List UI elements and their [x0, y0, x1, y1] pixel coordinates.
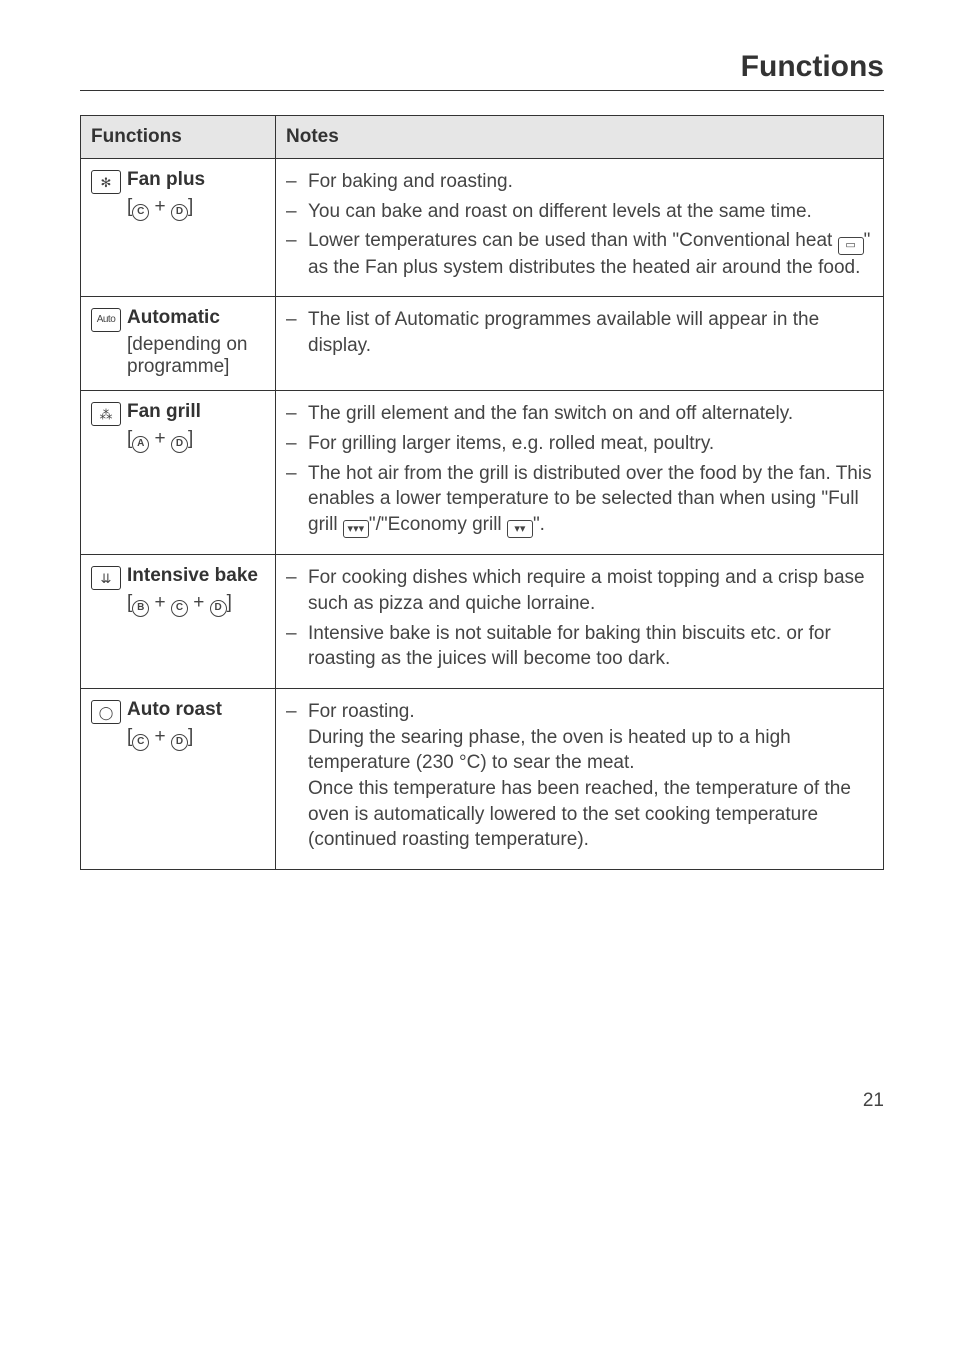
notes-list: –The grill element and the fan switch on… [286, 401, 873, 538]
function-name: Fan plus [127, 169, 205, 191]
table-row: ◯Auto roast[C + D]–For roasting.During t… [81, 689, 884, 870]
dash-icon: – [286, 621, 300, 672]
note-text: The list of Automatic programmes availab… [308, 307, 873, 358]
function-cell: Auto Automatic [depending on programme] [81, 297, 276, 391]
dash-icon: – [286, 461, 300, 539]
note-text: For baking and roasting. [308, 169, 873, 195]
circled-letter: B [132, 600, 149, 617]
note-item: –For roasting.During the searing phase, … [286, 699, 873, 853]
function-icon: ⁂ [91, 402, 121, 426]
notes-list: –The list of Automatic programmes availa… [286, 307, 873, 358]
dash-icon: – [286, 401, 300, 427]
note-text: Lower temperatures can be used than with… [308, 228, 873, 280]
notes-cell: –For baking and roasting.–You can bake a… [276, 159, 884, 297]
inline-mode-icon: ▭ [838, 237, 864, 255]
note-text: The grill element and the fan switch on … [308, 401, 873, 427]
function-sub: [C + D] [127, 726, 265, 751]
circled-letter: D [171, 734, 188, 751]
notes-cell: –For cooking dishes which require a mois… [276, 555, 884, 689]
note-item: –The grill element and the fan switch on… [286, 401, 873, 427]
inline-mode-icon: ▾▾▾ [343, 520, 369, 538]
table-row: ⇊Intensive bake[B + C + D]–For cooking d… [81, 555, 884, 689]
function-icon: Auto [91, 308, 121, 332]
note-text: Intensive bake is not suitable for bakin… [308, 621, 873, 672]
circled-letter: A [132, 436, 149, 453]
table-row: AutoAutomatic[depending on programme]–Th… [81, 297, 884, 391]
notes-cell: –For roasting.During the searing phase, … [276, 689, 884, 870]
page-number: 21 [80, 1090, 884, 1112]
dash-icon: – [286, 228, 300, 280]
dash-icon: – [286, 565, 300, 616]
table-row: ✻Fan plus[C + D]–For baking and roasting… [81, 159, 884, 297]
note-item: –For grilling larger items, e.g. rolled … [286, 431, 873, 457]
function-head: ⇊ Intensive bake [91, 565, 265, 590]
function-cell: ⁂ Fan grill [A + D] [81, 391, 276, 555]
circled-letter: C [132, 204, 149, 221]
note-item: –Lower temperatures can be used than wit… [286, 228, 873, 280]
note-item: –For baking and roasting. [286, 169, 873, 195]
note-item: –The hot air from the grill is distribut… [286, 461, 873, 539]
dash-icon: – [286, 699, 300, 853]
function-cell: ⇊ Intensive bake [B + C + D] [81, 555, 276, 689]
function-name: Automatic [127, 307, 220, 329]
page-title: Functions [80, 50, 884, 84]
function-cell: ◯ Auto roast [C + D] [81, 689, 276, 870]
function-cell: ✻ Fan plus [C + D] [81, 159, 276, 297]
circled-letter: C [132, 734, 149, 751]
circled-letter: C [171, 600, 188, 617]
dash-icon: – [286, 169, 300, 195]
col-header-notes: Notes [276, 116, 884, 159]
note-text: For roasting.During the searing phase, t… [308, 699, 873, 853]
function-sub: [A + D] [127, 428, 265, 453]
function-head: ✻ Fan plus [91, 169, 265, 194]
inline-mode-icon: ▾▾ [507, 520, 533, 538]
function-head: ⁂ Fan grill [91, 401, 265, 426]
dash-icon: – [286, 199, 300, 225]
note-item: –You can bake and roast on different lev… [286, 199, 873, 225]
function-sub: [B + C + D] [127, 592, 265, 617]
note-text: For cooking dishes which require a moist… [308, 565, 873, 616]
function-sub: [C + D] [127, 196, 265, 221]
function-icon: ✻ [91, 170, 121, 194]
dash-icon: – [286, 431, 300, 457]
page: Functions Functions Notes ✻ Fan plus [C + … [0, 0, 954, 1162]
function-head: Auto Automatic [91, 307, 265, 332]
note-text: The hot air from the grill is distribute… [308, 461, 873, 539]
notes-list: –For cooking dishes which require a mois… [286, 565, 873, 672]
function-name: Intensive bake [127, 565, 258, 587]
note-item: –The list of Automatic programmes availa… [286, 307, 873, 358]
notes-cell: –The list of Automatic programmes availa… [276, 297, 884, 391]
circled-letter: D [171, 436, 188, 453]
function-name: Auto roast [127, 699, 222, 721]
table-row: ⁂Fan grill[A + D]–The grill element and … [81, 391, 884, 555]
col-header-functions: Functions [81, 116, 276, 159]
dash-icon: – [286, 307, 300, 358]
notes-list: –For baking and roasting.–You can bake a… [286, 169, 873, 280]
function-head: ◯ Auto roast [91, 699, 265, 724]
circled-letter: D [171, 204, 188, 221]
note-text: For grilling larger items, e.g. rolled m… [308, 431, 873, 457]
note-item: –For cooking dishes which require a mois… [286, 565, 873, 616]
note-item: –Intensive bake is not suitable for baki… [286, 621, 873, 672]
function-icon: ⇊ [91, 566, 121, 590]
circled-letter: D [210, 600, 227, 617]
functions-table: Functions Notes ✻Fan plus[C + D]–For bak… [80, 115, 884, 870]
function-icon: ◯ [91, 700, 121, 724]
note-text: You can bake and roast on different leve… [308, 199, 873, 225]
function-sub: [depending on programme] [127, 334, 265, 378]
notes-cell: –The grill element and the fan switch on… [276, 391, 884, 555]
title-rule [80, 90, 884, 91]
function-name: Fan grill [127, 401, 201, 423]
notes-list: –For roasting.During the searing phase, … [286, 699, 873, 853]
